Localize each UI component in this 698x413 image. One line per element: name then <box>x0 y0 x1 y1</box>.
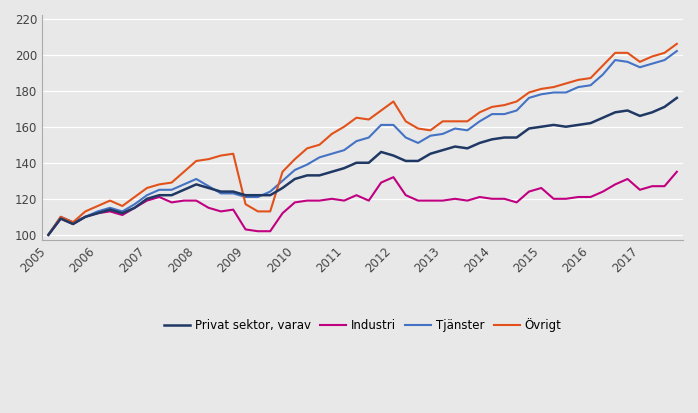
Industri <box>673 169 681 174</box>
Industri <box>451 196 459 201</box>
Tjänster <box>94 209 102 214</box>
Industri <box>426 198 435 203</box>
Line: Tjänster: Tjänster <box>48 51 677 235</box>
Line: Industri: Industri <box>48 172 677 235</box>
Övrigt <box>673 41 681 46</box>
Privat sektor, varav <box>266 193 274 198</box>
Övrigt <box>94 204 102 209</box>
Tjänster <box>623 59 632 64</box>
Industri <box>266 229 274 234</box>
Tjänster <box>44 233 52 237</box>
Tjänster <box>673 49 681 54</box>
Line: Privat sektor, varav: Privat sektor, varav <box>48 98 677 235</box>
Privat sektor, varav <box>44 233 52 237</box>
Industri <box>44 233 52 237</box>
Tjänster <box>451 126 459 131</box>
Line: Övrigt: Övrigt <box>48 44 677 235</box>
Privat sektor, varav <box>673 95 681 100</box>
Övrigt <box>44 233 52 237</box>
Privat sektor, varav <box>451 144 459 149</box>
Industri <box>94 211 102 216</box>
Industri <box>340 198 348 203</box>
Övrigt <box>623 50 632 55</box>
Legend: Privat sektor, varav, Industri, Tjänster, Övrigt: Privat sektor, varav, Industri, Tjänster… <box>159 314 566 337</box>
Privat sektor, varav <box>340 166 348 171</box>
Privat sektor, varav <box>623 108 632 113</box>
Övrigt <box>266 209 274 214</box>
Övrigt <box>451 119 459 124</box>
Övrigt <box>426 128 435 133</box>
Tjänster <box>426 133 435 138</box>
Industri <box>623 176 632 181</box>
Övrigt <box>340 124 348 129</box>
Tjänster <box>340 148 348 153</box>
Privat sektor, varav <box>426 151 435 156</box>
Privat sektor, varav <box>94 211 102 216</box>
Tjänster <box>266 189 274 194</box>
